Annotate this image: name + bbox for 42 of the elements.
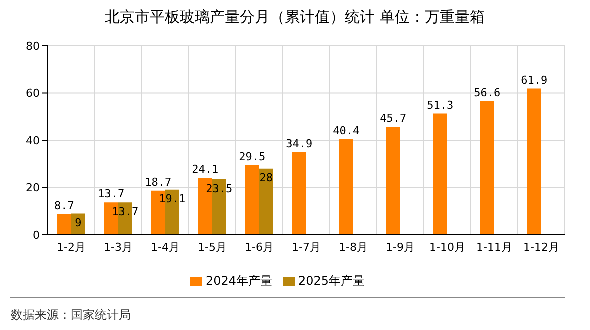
x-tick-label: 1-3月 xyxy=(104,240,133,254)
legend-label: 2024年产量 xyxy=(206,274,272,288)
chart-title: 北京市平板玻璃产量分月（累计值）统计 单位：万重量箱 xyxy=(104,8,486,27)
y-tick-label: 40 xyxy=(26,134,40,148)
data-label: 9 xyxy=(75,216,82,230)
x-tick-label: 1-2月 xyxy=(57,240,86,254)
data-label: 40.4 xyxy=(333,124,360,138)
data-label: 8.7 xyxy=(54,199,74,212)
bar xyxy=(339,140,354,235)
bar xyxy=(245,165,260,235)
y-tick-label: 20 xyxy=(26,182,40,195)
bar xyxy=(433,114,448,235)
x-tick-label: 1-12月 xyxy=(524,240,560,254)
y-tick-label: 0 xyxy=(33,228,40,242)
bar xyxy=(292,152,306,235)
x-tick-label: 1-8月 xyxy=(339,240,368,254)
y-tick-label: 80 xyxy=(26,40,40,53)
data-label: 13.7 xyxy=(98,188,125,201)
x-tick-label: 1-6月 xyxy=(245,240,274,254)
x-tick-label: 1-10月 xyxy=(430,240,466,254)
x-tick-label: 1-9月 xyxy=(386,240,415,254)
bar xyxy=(57,214,72,235)
bar xyxy=(527,88,542,235)
legend-label: 2025年产量 xyxy=(298,274,366,288)
x-tick-label: 1-7月 xyxy=(292,240,321,254)
data-label: 34.9 xyxy=(286,138,313,151)
data-label: 56.6 xyxy=(474,86,501,100)
data-label: 45.7 xyxy=(380,112,407,126)
data-label: 61.9 xyxy=(521,74,548,87)
x-tick-label: 1-11月 xyxy=(476,240,512,254)
data-label: 18.7 xyxy=(145,176,172,189)
x-tick-label: 1-4月 xyxy=(151,240,180,254)
data-label: 29.5 xyxy=(239,150,266,164)
data-label: 51.3 xyxy=(427,98,454,112)
y-tick-label: 60 xyxy=(26,87,40,100)
bar xyxy=(386,127,400,235)
bar xyxy=(259,168,274,235)
source-note: 数据来源：国家统计局 xyxy=(11,307,131,324)
bar xyxy=(480,101,494,235)
data-label: 24.1 xyxy=(192,163,219,176)
x-tick-label: 1-5月 xyxy=(198,240,227,254)
data-label: 28 xyxy=(260,172,274,185)
